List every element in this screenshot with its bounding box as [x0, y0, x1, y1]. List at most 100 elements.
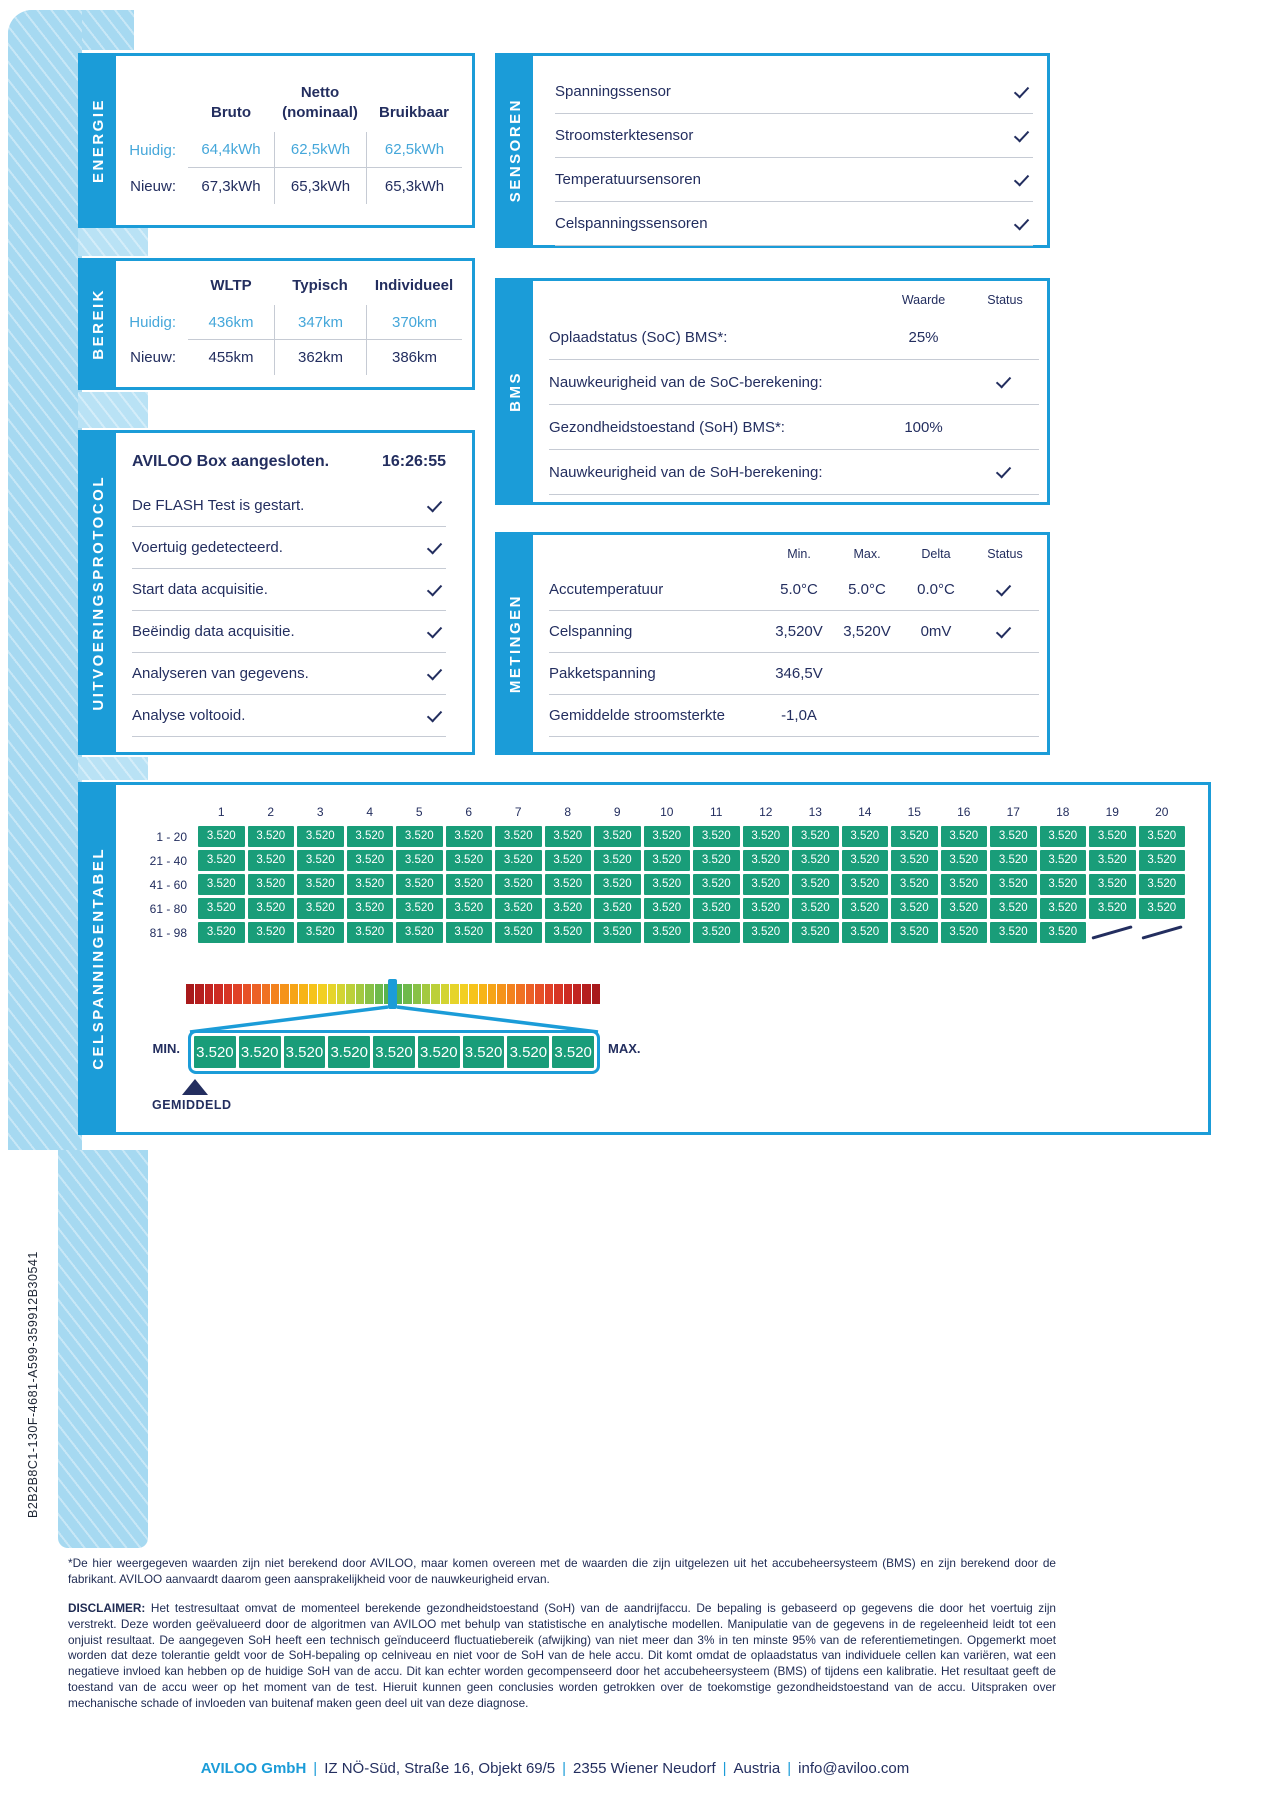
slash-icon	[1140, 925, 1183, 940]
gradient-segment	[308, 984, 318, 1004]
footer-separator: |	[787, 1760, 792, 1777]
protocol-step: Voertuig gedetecteerd.	[132, 527, 446, 569]
section-title: UITVOERINGSPROTOCOL	[90, 474, 107, 711]
bms-row: Nauwkeurigheid van de SoH-berekening:	[549, 450, 1039, 495]
column-header-max: Max.	[853, 547, 881, 561]
cell-voltage-value: 3.520	[841, 898, 888, 919]
column-number: 7	[514, 805, 522, 819]
gradient-segment	[412, 984, 421, 1004]
gradient-segment	[242, 984, 252, 1004]
cell-voltage-value: 3.520	[445, 922, 492, 943]
section-title: SENSOREN	[507, 98, 524, 203]
disclaimer-label: DISCLAIMER:	[68, 1601, 146, 1615]
bms-row-label: Nauwkeurigheid van de SoC-berekening:	[549, 373, 823, 391]
gradient-segment	[403, 984, 412, 1004]
decorative-band	[8, 10, 82, 1150]
gradient-segment	[572, 984, 582, 1004]
cell-voltage-value: 3.520	[792, 922, 839, 943]
metingen-row-label: Accutemperatuur	[549, 581, 664, 598]
cell-voltage-value: 3.520	[1039, 850, 1086, 871]
cell-table-row: 21 - 40 3.520 3.520 3.520 3.520 3.520 3.520 3.5…	[143, 850, 1208, 871]
section-celspanningentabel: CELSPANNINGENTABEL 1 2 3 4 5 6 7 8 9 10 11 12 13 14 15…	[78, 782, 1211, 1135]
value-cell: 62,5kWh	[366, 132, 462, 168]
cell-voltage-value: 3.520	[247, 826, 294, 847]
zoom-cell-value: 3.520	[283, 1036, 326, 1068]
value-cell: 362km	[274, 340, 366, 375]
protocol-step: Beëindig data acquisitie.	[132, 611, 446, 653]
decorative-band-gap	[78, 392, 148, 428]
protocol-steps: De FLASH Test is gestart. Voertuig gedete…	[132, 485, 446, 737]
column-number: 1	[217, 805, 225, 819]
cell-voltage-value: 3.520	[594, 922, 641, 943]
gradient-segment	[233, 984, 242, 1004]
decorative-band-lower	[58, 1150, 148, 1548]
cell-voltage-value: 3.520	[396, 874, 443, 895]
cell-voltage-value: 3.520	[346, 826, 393, 847]
min-value: 3,520V	[775, 623, 823, 640]
min-value: -1,0A	[781, 707, 817, 724]
average-triangle-icon	[182, 1079, 208, 1095]
metingen-row: Pakketspanning 346,5V	[549, 653, 1039, 695]
column-header-waarde: Waarde	[901, 293, 946, 307]
cell-voltage-value: 3.520	[990, 874, 1037, 895]
min-max-zoom-strip: 3.520 3.520 3.520 3.520 3.520 3.520 3.520 3.520…	[188, 1030, 600, 1074]
cell-voltage-value: 3.520	[643, 898, 690, 919]
gradient-segment	[280, 984, 289, 1004]
cell-table-row: 81 - 98 3.520 3.520 3.520 3.520 3.520 3.520 3.5…	[143, 922, 1208, 943]
cell-voltage-value: 3.520	[198, 874, 245, 895]
cell-voltage-value: 3.520	[247, 874, 294, 895]
column-header: Bruikbaar	[378, 103, 450, 121]
cell-voltage-value: 3.520	[297, 898, 344, 919]
value-cell: 62,5kWh	[274, 132, 366, 168]
min-value: 346,5V	[775, 665, 823, 682]
section-label-bar: UITVOERINGSPROTOCOL	[81, 433, 116, 752]
slash-icon	[1091, 925, 1133, 940]
gradient-segment	[346, 984, 355, 1004]
cell-voltage-value: 3.520	[247, 922, 294, 943]
cell-voltage-value: 3.520	[1089, 898, 1136, 919]
cell-table-header-row: 1 2 3 4 5 6 7 8 9 10 11 12 13 14 15 16 17 18 19 20	[143, 805, 1208, 823]
table-corner	[124, 68, 188, 132]
cell-voltage-value: 3.520	[495, 826, 542, 847]
gradient-segment	[440, 984, 450, 1004]
cell-voltage-value: 3.520	[990, 922, 1037, 943]
cell-voltage-value: 3.520	[594, 826, 641, 847]
cell-voltage-value: 3.520	[247, 850, 294, 871]
section-bms: BMS Waarde Status Oplaadstatus (SoC) BMS…	[495, 278, 1050, 505]
check-icon	[426, 664, 446, 682]
cell-voltage-value: 3.520	[544, 874, 591, 895]
cell-voltage-value: 3.520	[1089, 826, 1136, 847]
cell-voltage-value: 3.520	[891, 898, 938, 919]
bms-rows: Oplaadstatus (SoC) BMS*: 25% Nauwkeurighei…	[549, 315, 1039, 495]
column-number: 18	[1056, 805, 1070, 819]
energie-table: Bruto Netto (nominaal) Bruikbaar Huidig: 64,…	[116, 56, 472, 204]
section-uitvoeringsprotocol: UITVOERINGSPROTOCOL AVILOO Box aangeslot…	[78, 430, 475, 755]
cell-voltage-value: 3.520	[297, 874, 344, 895]
disclaimer-text: Het testresultaat omvat de momenteel ber…	[68, 1601, 1056, 1710]
gradient-segment	[365, 984, 374, 1004]
cell-voltage-value: 3.520	[891, 826, 938, 847]
check-icon	[426, 496, 446, 514]
column-header: WLTP	[210, 276, 252, 294]
value-cell: 370km	[366, 305, 462, 340]
cell-voltage-value: 3.520	[1138, 898, 1185, 919]
empty-cell	[1139, 922, 1186, 943]
section-bereik: BEREIK WLTP Typisch Individueel Huidig: 436k…	[78, 258, 475, 390]
column-number: 3	[316, 805, 324, 819]
cell-voltage-value: 3.520	[297, 850, 344, 871]
bms-row: Nauwkeurigheid van de SoC-berekening:	[549, 360, 1039, 405]
protocol-step-label: Beëindig data acquisitie.	[132, 623, 295, 640]
section-title: METINGEN	[507, 593, 524, 694]
check-icon	[426, 706, 446, 724]
cell-voltage-value: 3.520	[445, 898, 492, 919]
row-label: Nieuw:	[130, 177, 176, 195]
column-header-min: Min.	[787, 547, 811, 561]
cell-voltage-value: 3.520	[247, 898, 294, 919]
cell-voltage-value: 3.520	[990, 826, 1037, 847]
column-header-delta: Delta	[921, 547, 951, 561]
cell-voltage-value: 3.520	[495, 850, 542, 871]
protocol-title: AVILOO Box aangesloten.	[132, 453, 330, 470]
cell-voltage-value: 3.520	[742, 898, 789, 919]
cell-voltage-value: 3.520	[643, 826, 690, 847]
